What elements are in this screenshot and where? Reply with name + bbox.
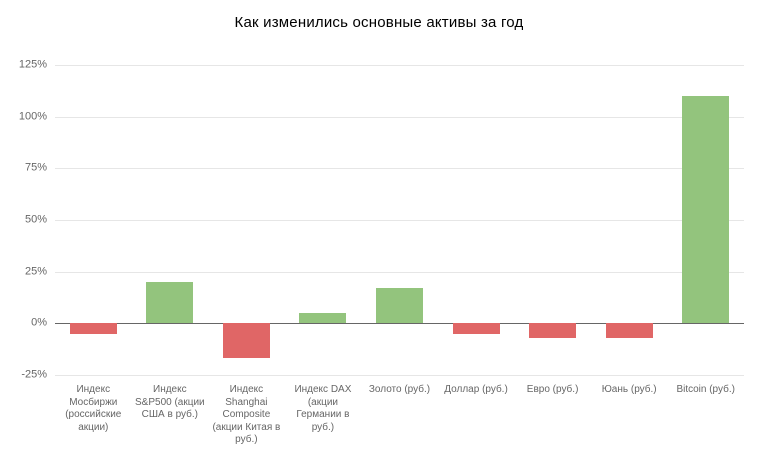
gridline: [55, 65, 744, 66]
x-tick-label: Индекс Мосбиржи (российские акции): [65, 384, 122, 433]
bar-series-2: [222, 323, 270, 359]
gridline: [55, 271, 744, 273]
x-tick-label: Золото (руб.): [368, 384, 431, 395]
bar-series-8: [682, 96, 730, 324]
y-tick-label: 25%: [24, 265, 47, 278]
bar-series-6: [529, 323, 577, 338]
bar-series-3: [299, 313, 347, 324]
y-tick-label: 125%: [18, 58, 47, 71]
gridline: [55, 220, 744, 221]
x-tick-label: Юань (руб.): [601, 384, 657, 395]
x-axis-baseline: [55, 323, 744, 325]
gridline: [55, 116, 744, 118]
x-tick-label: Индекс S&P500 (акции США в руб.): [135, 384, 205, 420]
x-tick-label: Индекс DAX (акции Германии в руб.): [294, 384, 352, 433]
y-tick-label: 100%: [18, 110, 47, 123]
y-tick-label: -25%: [21, 368, 47, 381]
y-tick-label: 50%: [24, 213, 47, 226]
x-tick-label: Индекс Shanghai Composite (акции Китая в…: [212, 384, 281, 445]
bar-series-5: [452, 323, 500, 334]
gridline: [55, 375, 744, 376]
x-tick-label: Доллар (руб.): [444, 384, 508, 395]
y-tick-label: 75%: [24, 161, 47, 174]
bar-series-0: [69, 323, 117, 334]
x-tick-label: Bitcoin (руб.): [676, 384, 735, 395]
plot-area: -25% 0% 25% 50% 75% 100% 125% Индекс Мосбиржи (…: [19, 59, 744, 445]
y-tick-label: 0%: [31, 316, 47, 329]
bar-series-7: [605, 323, 653, 338]
chart-title: Как изменились основные активы за год: [234, 14, 524, 31]
bar-series-4: [376, 288, 423, 324]
x-tick-label: Евро (руб.): [526, 384, 579, 395]
bar-series-1: [146, 282, 194, 324]
gridline: [55, 168, 744, 170]
